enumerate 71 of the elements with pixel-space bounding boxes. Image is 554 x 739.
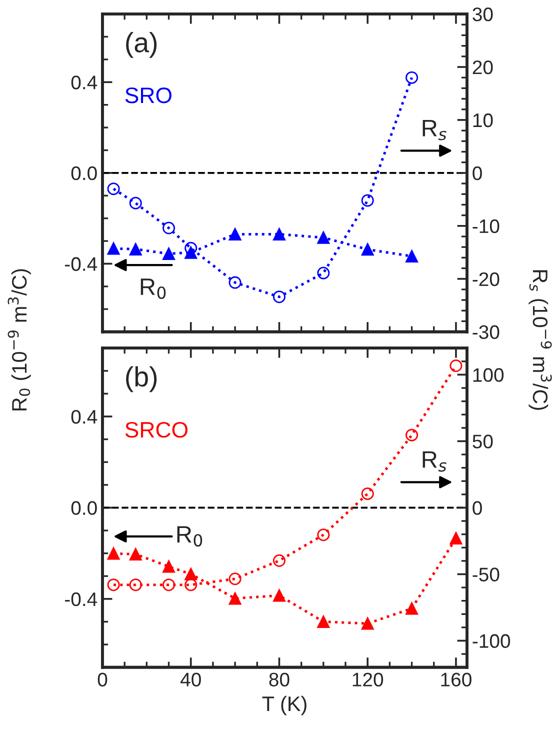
point (272, 290, 286, 304)
point (162, 247, 176, 260)
x-tick-label: 160 (441, 672, 472, 686)
y-tick-label: 0.4 (71, 76, 98, 90)
annotation: (b) (126, 366, 157, 392)
point (228, 228, 242, 240)
point (361, 617, 374, 630)
y2-tick-label: -30 (472, 325, 500, 340)
x-tick-label: 80 (269, 672, 290, 686)
point (450, 360, 462, 372)
y2-tick-label: 20 (472, 60, 493, 74)
x-tick-label: 0 (98, 672, 108, 686)
point (317, 266, 330, 280)
point (107, 242, 120, 255)
point (162, 560, 176, 573)
point (317, 231, 330, 244)
y2-tick-label: -100 (472, 634, 510, 648)
y2-axis-title: R$_{s}$ (10$^{−9}$ m$^{3}$/C) (528, 270, 552, 410)
point (228, 572, 242, 586)
y2-tick-label: 50 (472, 434, 493, 448)
x-tick-label: 40 (180, 672, 201, 686)
y2-tick-label: 10 (473, 113, 493, 128)
point (317, 615, 330, 628)
x-axis-title: T (K) (262, 696, 306, 716)
annotation: R$_{s}$ (422, 451, 446, 472)
x-tick-label: 120 (352, 672, 384, 686)
point (361, 243, 374, 256)
y-tick-label: 0.4 (71, 410, 98, 424)
point (107, 547, 120, 560)
y2-tick-label: 100 (473, 368, 504, 382)
point (406, 71, 418, 84)
point (184, 242, 198, 254)
point (184, 578, 198, 592)
y2-tick-label: 0 (472, 501, 482, 515)
point (272, 228, 286, 240)
y-tick-label: -0.4 (64, 257, 98, 271)
point (406, 602, 418, 615)
point (228, 276, 242, 289)
point (129, 578, 142, 592)
y-tick-label: 0.0 (71, 501, 97, 515)
y2-tick-label: -50 (472, 568, 500, 582)
annotation: R$_{0}$ (140, 278, 166, 299)
point (272, 554, 286, 567)
point (361, 194, 374, 207)
y-axis-title: R$_{0}$ (10$^{−9}$ m$^{3}$/C) (8, 269, 31, 410)
point (228, 592, 242, 605)
point (406, 428, 418, 442)
point (406, 250, 418, 262)
y-tick-label: -0.4 (64, 592, 98, 606)
annotation: R$_{s}$ (422, 120, 446, 140)
point (361, 487, 374, 500)
y2-tick-label: 0 (472, 166, 482, 180)
point (162, 222, 176, 234)
point (162, 578, 176, 592)
y2-tick-label: -20 (472, 272, 500, 286)
annotation: (a) (126, 32, 157, 58)
point (129, 196, 142, 210)
y2-tick-label: -10 (472, 219, 500, 234)
annotation: SRO (125, 88, 172, 104)
y-tick-label: 0.0 (71, 166, 97, 180)
annotation: R$_{0}$ (177, 526, 202, 547)
point (272, 589, 286, 602)
point (317, 528, 330, 542)
point (184, 568, 198, 580)
point (450, 532, 462, 544)
y2-tick-label: 30 (472, 8, 493, 22)
point (129, 548, 142, 560)
point (107, 578, 120, 592)
annotation: SRCO (125, 422, 188, 438)
point (107, 182, 120, 196)
point (129, 242, 142, 256)
